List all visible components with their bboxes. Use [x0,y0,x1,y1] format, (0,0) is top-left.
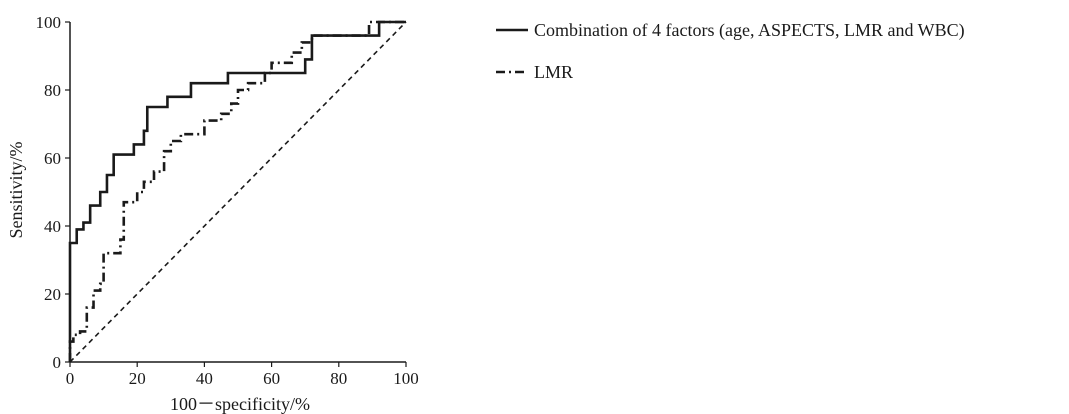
y-tick-label: 20 [44,285,61,304]
plot-area [68,20,407,363]
x-tick-label: 20 [129,369,146,388]
axes: 0 20 40 60 80 100 0 20 40 60 80 100 [36,13,419,388]
x-tick-label: 40 [196,369,213,388]
x-tick-label: 0 [66,369,75,388]
y-tick-label: 60 [44,149,61,168]
x-tick-label: 100 [393,369,419,388]
series-line-1 [68,20,406,362]
y-tick-label: 40 [44,217,61,236]
y-tick-label: 80 [44,81,61,100]
x-tick-label: 80 [330,369,347,388]
y-axis-label: Sensitivity/% [6,141,26,238]
y-tick-label: 100 [36,13,62,32]
x-axis-label: 100－specificity/% [170,394,310,414]
reference-diagonal-line [69,21,407,363]
legend-label-0: Combination of 4 factors (age, ASPECTS, … [534,20,965,41]
legend: Combination of 4 factors (age, ASPECTS, … [496,20,965,82]
legend-label-1: LMR [534,62,573,82]
x-tick-label: 60 [263,369,280,388]
series-line-0 [68,20,406,362]
y-tick-label: 0 [53,353,62,372]
